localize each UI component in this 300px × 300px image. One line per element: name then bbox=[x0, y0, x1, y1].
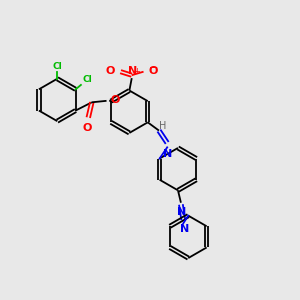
Text: N: N bbox=[163, 149, 172, 159]
Text: O: O bbox=[110, 95, 119, 105]
Text: N: N bbox=[177, 207, 186, 217]
Text: O: O bbox=[82, 123, 92, 133]
Text: N: N bbox=[180, 224, 189, 234]
Text: O: O bbox=[148, 66, 158, 76]
Text: −: − bbox=[149, 63, 158, 73]
Text: +: + bbox=[134, 67, 140, 76]
Text: Cl: Cl bbox=[52, 62, 62, 71]
Text: O: O bbox=[106, 66, 115, 76]
Text: N: N bbox=[128, 66, 137, 76]
Text: H: H bbox=[159, 121, 167, 131]
Text: Cl: Cl bbox=[82, 75, 92, 84]
